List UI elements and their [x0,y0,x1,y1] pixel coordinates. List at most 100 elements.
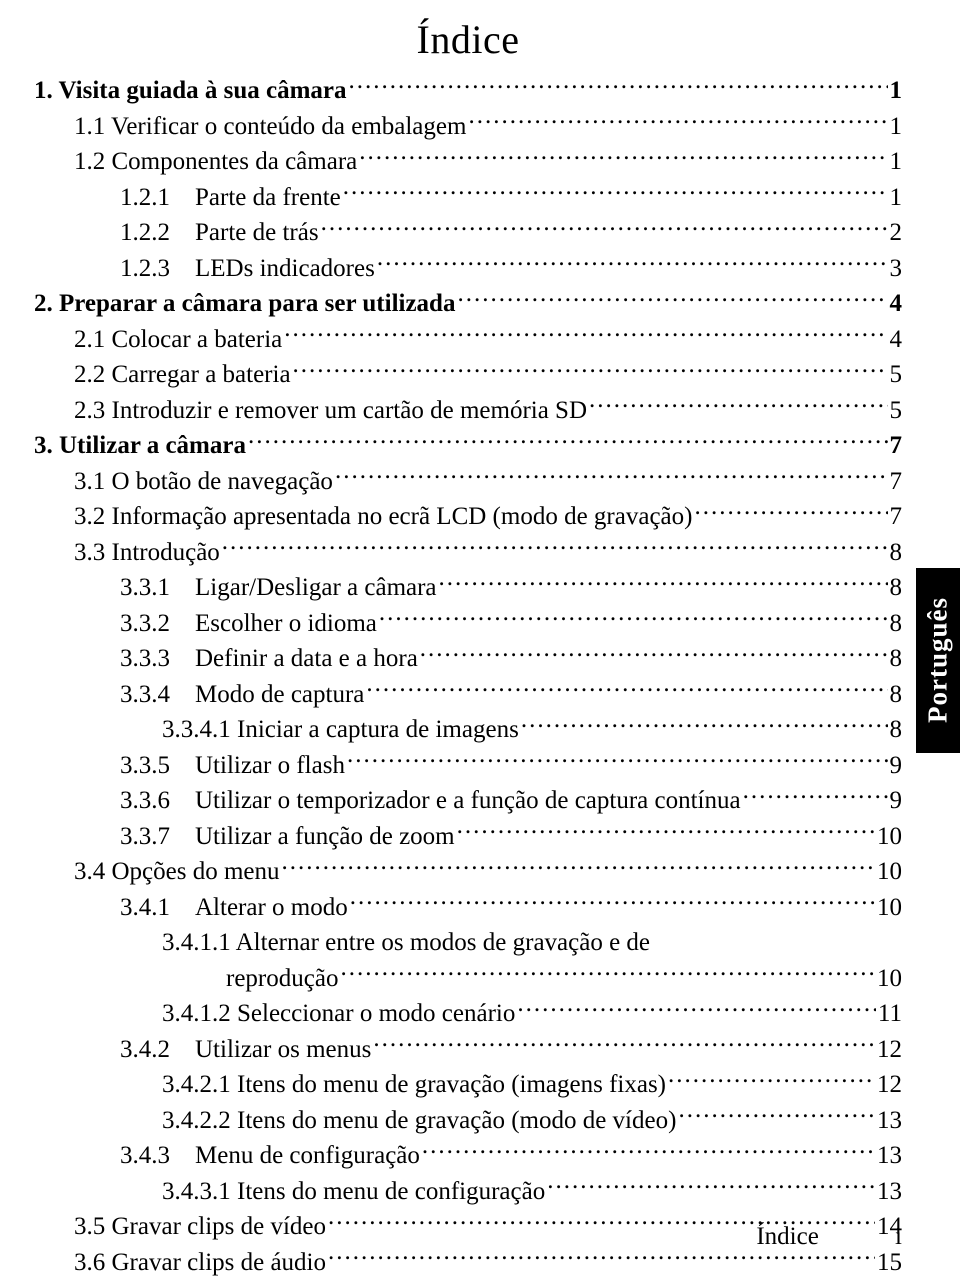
toc-page-number: 4 [890,322,903,358]
toc-leader-dots [321,215,888,240]
footer: Índice i [756,1223,902,1251]
toc-label: 3.4.1 Alterar o modo [120,890,348,926]
footer-page-number: i [895,1223,902,1251]
toc-page-number: 13 [877,1138,902,1174]
toc-leader-dots [420,641,888,666]
toc-label: reprodução [226,961,338,997]
toc-leader-dots [457,819,875,844]
toc-page-number: 7 [890,464,903,500]
toc-entry: 3.4.3 Menu de configuração 13 [34,1138,902,1174]
toc-entry: 3.3 Introdução8 [34,535,902,571]
toc-page-number: 1 [890,144,903,180]
toc-leader-dots [340,961,875,986]
toc-entry: 3.3.3 Definir a data e a hora 8 [34,641,902,677]
toc-label: 1.2.3 LEDs indicadores [120,251,375,287]
toc-entry: 3.2 Informação apresentada no ecrã LCD (… [34,499,902,535]
toc-page-number: 5 [890,393,903,429]
toc-leader-dots [293,357,888,382]
toc-entry: 3.4.3.1 Itens do menu de configuração 13 [34,1174,902,1210]
toc-page-number: 10 [877,819,902,855]
toc-leader-dots [589,393,887,418]
toc-entry: 3.3.2 Escolher o idioma 8 [34,606,902,642]
toc-label: 3.5 Gravar clips de vídeo [74,1209,326,1245]
toc-entry: 1.2.3 LEDs indicadores 3 [34,251,902,287]
toc-page-number: 8 [890,712,903,748]
toc-label: 3.3.5 Utilizar o flash [120,748,345,784]
toc-leader-dots [743,783,888,808]
toc-label: 3.4.2 Utilizar os menus [120,1032,371,1068]
toc-leader-dots [439,570,888,595]
toc-leader-dots [547,1174,875,1199]
toc-entry: 3.3.6 Utilizar o temporizador e a função… [34,783,902,819]
toc-entry: 3.3.1 Ligar/Desligar a câmara8 [34,570,902,606]
toc-label: 2.3 Introduzir e remover um cartão de me… [74,393,587,429]
toc-leader-dots [373,1032,875,1057]
toc-page-number: 8 [890,641,903,677]
toc-label: 3.3.2 Escolher o idioma [120,606,377,642]
toc-leader-dots [222,535,888,560]
toc-page-number: 9 [890,748,903,784]
toc-page-number: 13 [877,1174,902,1210]
toc-page-number: 11 [878,996,902,1032]
toc-page-number: 7 [890,499,903,535]
toc-leader-dots [379,606,888,631]
toc-label: 1.2 Componentes da câmara [74,144,357,180]
page: Índice 1. Visita guiada à sua câmara11.1… [0,0,960,1283]
toc-entry: 3.3.4.1 Iniciar a captura de imagens 8 [34,712,902,748]
toc-entry: 3.1 O botão de navegação 7 [34,464,902,500]
toc-page-number: 13 [877,1103,902,1139]
toc-label: 3.3.4 Modo de captura [120,677,364,713]
toc-entry: 3.4.2.2 Itens do menu de gravação (modo … [34,1103,902,1139]
toc-page-number: 9 [890,783,903,819]
toc-leader-dots [335,464,888,489]
toc-page-number: 10 [877,961,902,997]
page-title: Índice [34,16,902,63]
toc-entry: 3. Utilizar a câmara7 [34,428,902,464]
toc-entry: 3.4.2 Utilizar os menus12 [34,1032,902,1068]
toc-page-number: 3 [890,251,903,287]
toc-page-number: 1 [890,73,903,109]
toc-leader-dots [359,144,887,169]
toc-page-number: 8 [890,606,903,642]
toc-entry: 2.3 Introduzir e remover um cartão de me… [34,393,902,429]
toc-leader-dots [521,712,888,737]
toc-entry: 3.4.2.1 Itens do menu de gravação (image… [34,1067,902,1103]
table-of-contents: 1. Visita guiada à sua câmara11.1 Verifi… [34,73,902,1280]
toc-page-number: 1 [890,109,903,145]
toc-label: 3.2 Informação apresentada no ecrã LCD (… [74,499,692,535]
toc-label: 3.1 O botão de navegação [74,464,333,500]
toc-page-number: 8 [890,677,903,713]
toc-leader-dots [422,1138,875,1163]
toc-label: 2.2 Carregar a bateria [74,357,291,393]
toc-label: 2.1 Colocar a bateria [74,322,282,358]
toc-leader-dots [248,428,888,453]
toc-label: 3.4.3.1 Itens do menu de configuração [162,1174,545,1210]
toc-page-number: 8 [890,570,903,606]
toc-leader-dots [678,1103,875,1128]
language-tab: Português [916,568,960,753]
toc-label: 1.1 Verificar o conteúdo da embalagem [74,109,466,145]
toc-entry: 1.2 Componentes da câmara 1 [34,144,902,180]
toc-label: 3.4 Opções do menu [74,854,280,890]
toc-label: 1. Visita guiada à sua câmara [34,73,347,109]
toc-label: 2. Preparar a câmara para ser utilizada [34,286,455,322]
toc-label: 3.3.4.1 Iniciar a captura de imagens [162,712,519,748]
toc-entry: 1.2.2 Parte de trás2 [34,215,902,251]
toc-leader-dots [468,109,887,134]
toc-label: 3.3.3 Definir a data e a hora [120,641,418,677]
toc-label: 3.3.6 Utilizar o temporizador e a função… [120,783,741,819]
toc-entry: 1.1 Verificar o conteúdo da embalagem 1 [34,109,902,145]
toc-label: 3.4.2.2 Itens do menu de gravação (modo … [162,1103,676,1139]
toc-entry: 3.3.5 Utilizar o flash 9 [34,748,902,784]
toc-label: 3.6 Gravar clips de áudio [74,1245,326,1281]
toc-leader-dots [284,322,887,347]
toc-label: 3.4.2.1 Itens do menu de gravação (image… [162,1067,666,1103]
toc-label: 3.4.3 Menu de configuração [120,1138,420,1174]
toc-entry: 3.3.4 Modo de captura 8 [34,677,902,713]
toc-page-number: 5 [890,357,903,393]
toc-entry: 3.3.7 Utilizar a função de zoom10 [34,819,902,855]
toc-leader-dots [377,251,888,276]
toc-label: 3.3 Introdução [74,535,220,571]
toc-entry: 1.2.1 Parte da frente1 [34,180,902,216]
toc-entry: 2.2 Carregar a bateria 5 [34,357,902,393]
